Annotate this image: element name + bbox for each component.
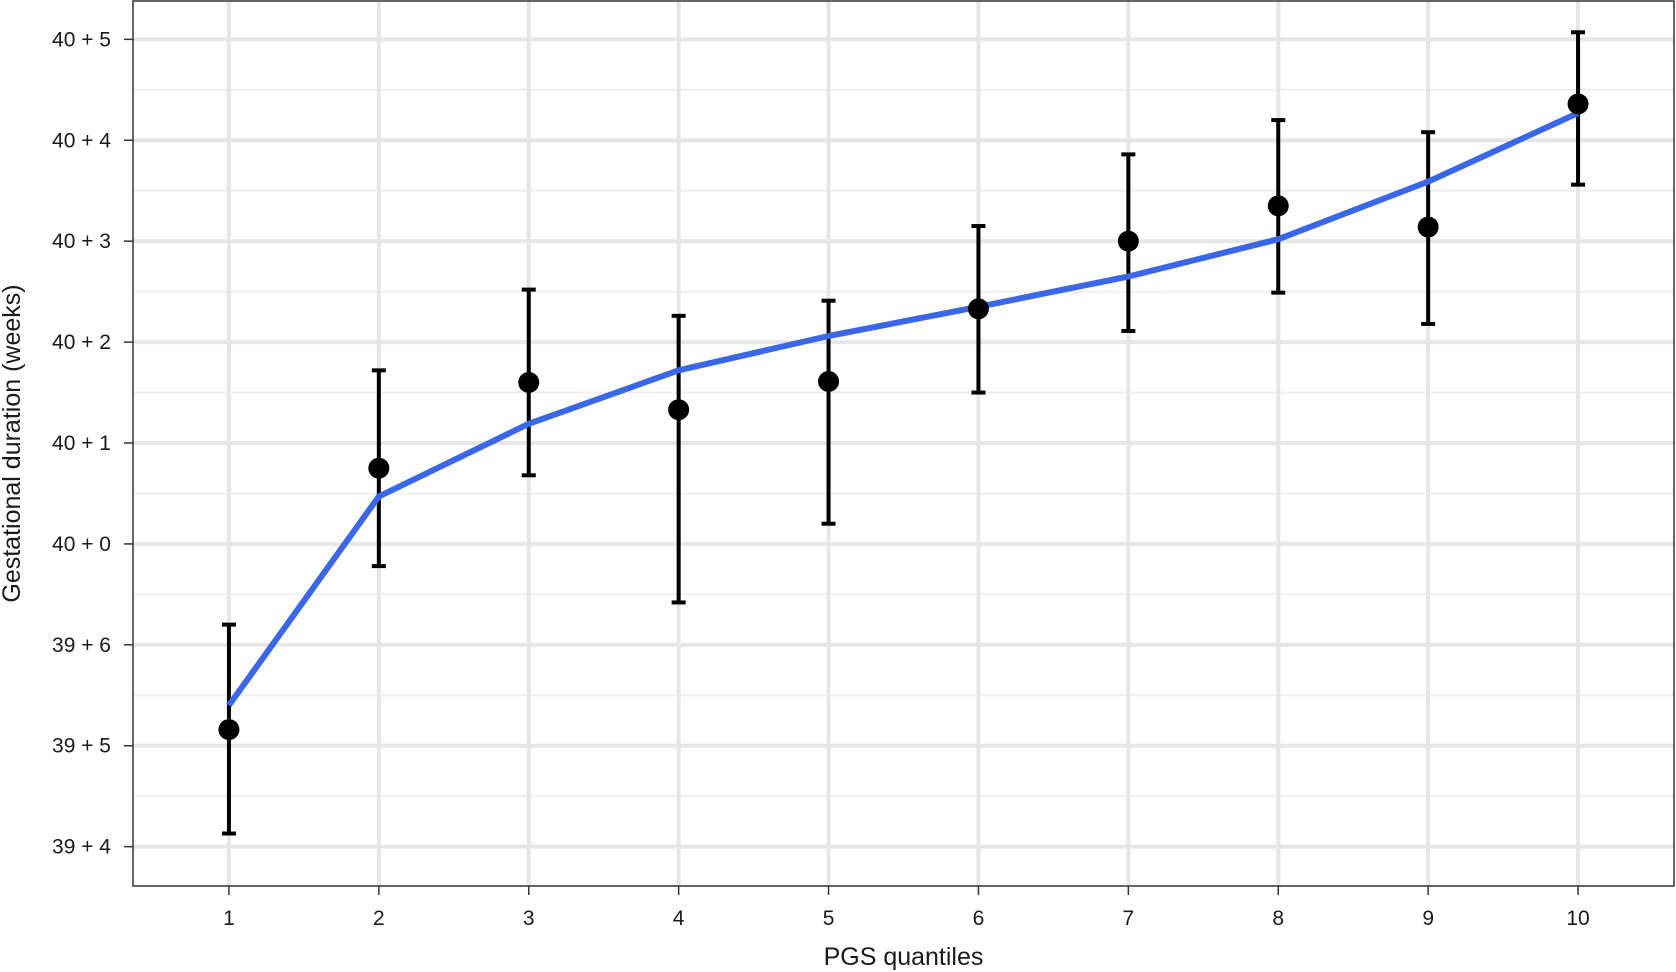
data-point (1567, 93, 1589, 115)
data-point (218, 719, 240, 741)
x-tick-label: 10 (1566, 907, 1589, 930)
y-tick-label: 40 + 0 (52, 533, 111, 556)
x-tick-label: 9 (1422, 907, 1434, 930)
x-tick-label: 5 (823, 907, 835, 930)
data-point (1117, 230, 1139, 252)
x-tick-label: 4 (673, 907, 685, 930)
data-point (668, 399, 690, 421)
y-tick-label: 39 + 5 (52, 735, 111, 758)
data-point (518, 371, 540, 393)
y-tick-label: 39 + 6 (52, 634, 111, 657)
grid-layer (133, 1, 1674, 886)
x-tick-label: 1 (223, 907, 235, 930)
y-axis-title: Gestational duration (weeks) (0, 284, 26, 602)
x-tick-label: 6 (973, 907, 985, 930)
y-tick-label: 40 + 5 (52, 28, 111, 51)
y-tick-label: 39 + 4 (52, 836, 111, 859)
data-point (818, 370, 840, 392)
x-tick-label: 3 (523, 907, 535, 930)
x-tick-label: 7 (1123, 907, 1135, 930)
y-tick-label: 40 + 1 (52, 432, 111, 455)
data-point (967, 298, 989, 320)
axis-layer: 39 + 4 39 + 5 39 + 6 40 + 0 40 + 1 40 + 2 40 +… (52, 0, 1675, 930)
y-tick-label: 40 + 2 (52, 331, 111, 354)
x-tick-label: 8 (1272, 907, 1284, 930)
x-axis-title: PGS quantiles (824, 943, 984, 971)
data-point (1267, 195, 1289, 217)
trend-line (226, 110, 1580, 708)
x-tick-label: 2 (373, 907, 385, 930)
series-layer (218, 30, 1589, 836)
data-point (368, 457, 390, 479)
y-tick-label: 40 + 4 (52, 129, 111, 152)
y-tick-label: 40 + 3 (52, 230, 111, 253)
data-point (1417, 216, 1439, 238)
